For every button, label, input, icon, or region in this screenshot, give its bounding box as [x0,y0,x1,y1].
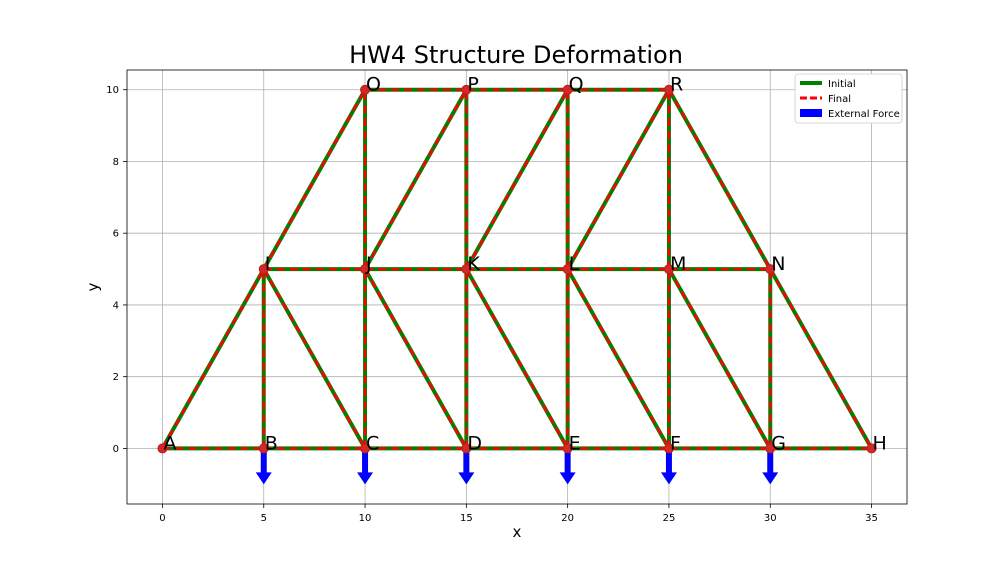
member-final-LF [566,268,671,450]
node-label-E: E [569,432,581,454]
force-arrow-B [255,448,272,485]
node-label-H: H [873,432,887,454]
y-axis-ticks: 0 2 4 6 8 10 [106,85,127,455]
node-label-L: L [569,253,580,275]
y-tick-label: 10 [106,85,119,96]
x-axis-label: x [513,523,522,541]
y-axis-label: y [84,282,102,291]
y-tick-label: 6 [113,229,119,240]
node-K [461,264,472,275]
node-I [258,264,269,275]
x-tick-label: 30 [764,513,777,524]
plot-area [127,70,907,504]
x-tick-label: 0 [159,513,165,524]
node-label-I: I [265,253,271,275]
node-label-K: K [467,253,480,275]
node-F [663,443,674,454]
member-final-KE [465,268,569,450]
x-tick-label: 25 [663,513,676,524]
node-P [461,84,472,95]
member-final-KQ [465,89,569,270]
x-tick-label: 15 [460,513,473,524]
truss-nodes [157,84,877,454]
force-arrow-C [357,448,374,485]
x-axis-ticks: 0 5 10 15 20 25 30 35 [159,504,878,524]
node-label-G: G [771,432,786,454]
node-label-C: C [366,432,379,454]
y-tick-label: 2 [113,372,119,383]
member-final-AI [161,268,265,450]
node-G [765,443,776,454]
node-label-Q: Q [569,74,584,96]
y-tick-label: 0 [113,444,119,455]
x-tick-label: 10 [359,513,372,524]
member-final-MG [667,268,772,450]
member-final-RN [667,89,772,270]
x-tick-label: 5 [261,513,267,524]
member-final-JP [363,89,468,270]
legend: Initial Final External Force [794,73,903,124]
member-final-IC [262,268,367,450]
member-final-IO [262,89,367,270]
x-tick-label: 20 [561,513,574,524]
node-label-O: O [366,74,381,96]
node-label-D: D [467,432,482,454]
plot-frame [126,69,908,505]
node-J [360,264,371,275]
node-M [663,264,674,275]
force-arrow-F [660,448,677,485]
node-label-M: M [670,253,686,275]
node-label-R: R [670,74,683,96]
node-R [663,84,674,95]
node-O [360,84,371,95]
member-final-LR [566,89,671,270]
legend-force-patch [800,109,822,117]
legend-final-label: Final [828,94,851,105]
external-forces [255,448,779,485]
force-arrow-E [559,448,576,485]
node-label-F: F [670,432,681,454]
node-labels: A B C D E F G H I J K L M N O P Q R [163,74,886,455]
member-final-JD [363,268,468,450]
node-A [157,443,168,454]
node-N [765,264,776,275]
node-L [562,264,573,275]
node-Q [562,84,573,95]
legend-force-label: External Force [828,109,900,120]
member-final-NH [769,268,873,450]
x-tick-label: 35 [865,513,878,524]
y-tick-label: 8 [113,157,119,168]
force-arrow-D [458,448,475,485]
node-label-P: P [467,74,478,96]
node-C [360,443,371,454]
node-D [461,443,472,454]
node-label-J: J [365,253,372,275]
node-label-B: B [265,432,278,454]
node-label-N: N [771,253,785,275]
node-B [258,443,269,454]
node-H [866,443,877,454]
truss-members [160,87,874,451]
y-tick-label: 4 [113,300,119,311]
chart-title: HW4 Structure Deformation [349,41,683,69]
legend-initial-label: Initial [828,79,856,90]
node-label-A: A [163,432,176,454]
node-E [562,443,573,454]
force-arrow-G [762,448,779,485]
